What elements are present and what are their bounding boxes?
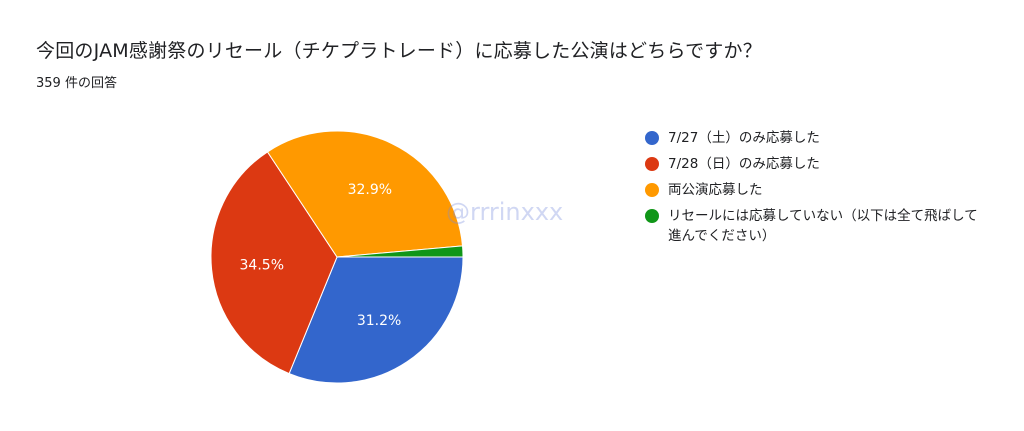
legend-swatch [645,209,659,223]
chart-title: 今回のJAM感謝祭のリセール（チケプラトレード）に応募した公演はどちらですか？ [36,40,762,62]
response-count: 359 件の回答 [36,76,117,91]
pie-slice[interactable] [288,256,464,384]
legend-label: 7/28（日）のみ応募した [668,156,820,172]
slice-label: 31.2% [357,313,401,329]
legend-item[interactable]: 両公演応募した [645,180,990,200]
watermark-text: @rrrinxxx [446,198,564,226]
legend-label: 7/27（土）のみ応募した [668,130,820,146]
legend-item[interactable]: 7/27（土）のみ応募した [645,128,990,148]
legend-label: リセールには応募していない（以下は全て飛ばして進んでください） [668,208,978,244]
pie-slice[interactable] [266,130,464,258]
chart-legend: 7/27（土）のみ応募した 7/28（日）のみ応募した 両公演応募した リセール… [645,128,990,252]
legend-item[interactable]: 7/28（日）のみ応募した [645,154,990,174]
legend-swatch [645,183,659,197]
pie-slice[interactable] [210,151,338,375]
slice-label: 32.9% [348,182,392,198]
slice-label: 34.5% [240,257,284,273]
legend-item[interactable]: リセールには応募していない（以下は全て飛ばして進んでください） [645,206,990,246]
legend-swatch [645,131,659,145]
legend-label: 両公演応募した [668,182,763,198]
legend-swatch [645,157,659,171]
pie-slice[interactable] [336,245,464,258]
